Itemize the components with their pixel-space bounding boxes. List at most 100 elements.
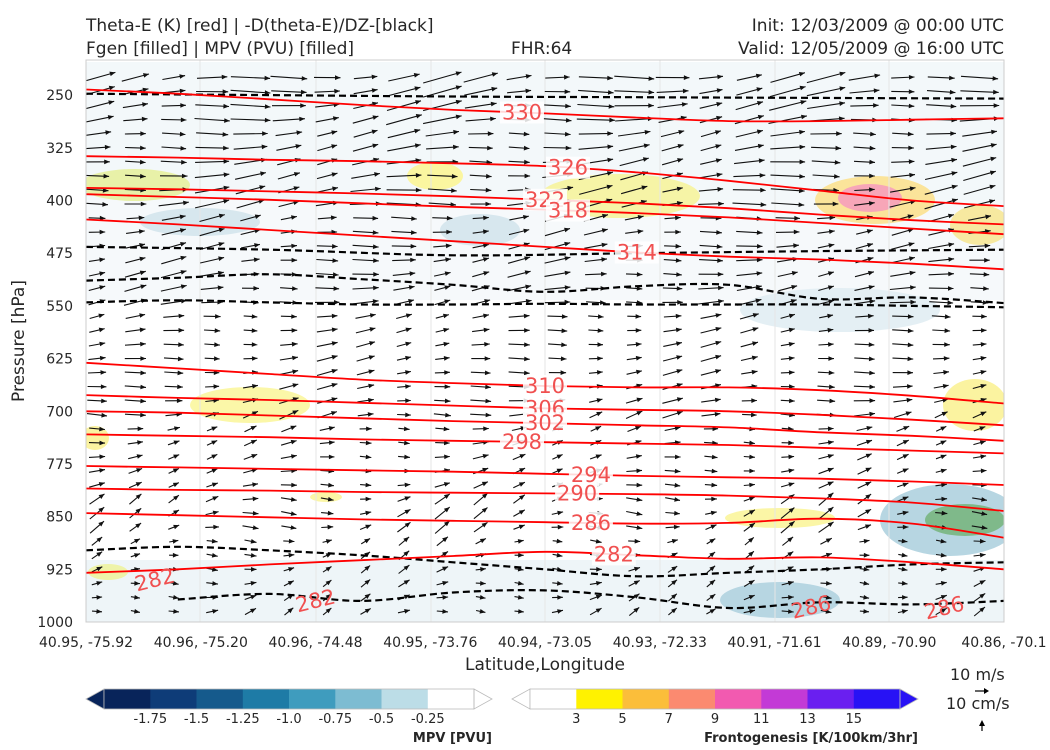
wind-vector [660,130,685,138]
wind-vector [167,440,180,446]
wind-vector [972,342,987,347]
wind-vector [241,286,260,291]
wind-vector [898,595,908,600]
theta-e-contour [86,88,1004,123]
wind-vector [230,117,271,123]
wind-vector [164,384,183,390]
fgen-shade-blob [943,379,1004,431]
wind-vector [700,340,722,348]
wind-vector [614,75,655,81]
colorbar-segment [427,689,475,709]
wind-vector [435,426,450,432]
wind-vector [124,284,147,292]
wind-vector [893,397,913,403]
wind-vector [316,369,338,377]
wind-vector [743,496,756,502]
wind-vector [662,397,683,404]
wind-vector [196,74,228,80]
wind-vector [578,89,614,95]
wind-vector [89,482,105,488]
wind-vector [471,342,490,347]
wind-vector [130,538,141,545]
wind-vector [391,216,417,221]
wind-vector [624,215,644,221]
wind-vector [353,129,378,138]
wind-vector [743,454,755,460]
wind-vector [283,580,295,587]
wind-vector [732,187,766,193]
wind-vector [973,552,986,558]
wind-vector [897,609,908,614]
wind-vector [206,538,218,544]
theta-e-contour-label: 330 [502,101,542,125]
wind-key-horizontal-arrow [975,688,989,694]
wind-vector [472,454,489,460]
wind-vector [698,285,724,291]
fgen-shade-blob [310,492,342,502]
wind-vector [125,173,146,179]
wind-vector [125,243,146,249]
wind-vector [780,370,795,375]
wind-vector [280,454,297,459]
wind-vector [388,73,420,82]
wind-vector [935,454,947,460]
wind-vector [124,131,146,136]
wind-vector [160,159,187,165]
wind-vector [168,581,179,586]
wind-vector [360,565,371,574]
wind-vector [271,103,306,108]
wind-vector [423,71,462,84]
wind-vector [854,328,875,333]
wind-vector [890,270,916,277]
wind-vector [206,581,219,586]
wind-vector [434,520,451,534]
wind-vector [433,271,451,277]
colorbar-segment [576,689,624,709]
y-tick-labels: 250 325 400 475 550 625 700 775 850 925 1000 [37,88,73,631]
wind-vector [126,215,145,221]
wind-vector [662,369,683,376]
wind-vector [472,229,489,235]
wind-vector [206,609,219,614]
colorbar-tick-label: 5 [618,712,626,727]
wind-vector [393,285,415,291]
wind-vector [322,593,332,602]
wind-vector [972,370,987,375]
wind-vector [316,186,339,193]
wind-vector [543,145,572,151]
wind-vector [898,552,908,558]
wind-vector [508,356,530,362]
wind-vector [243,439,258,447]
wind-vector [924,198,958,210]
wind-vector [699,115,723,124]
wind-vector [91,566,103,573]
wind-vector [972,468,987,474]
wind-vector [589,594,602,601]
wind-vector [280,482,297,488]
wind-vector [123,116,148,122]
wind-vector [316,341,338,348]
theta-e-contour [86,218,1004,271]
wind-vector [963,170,996,182]
wind-vector [817,370,835,376]
wind-vector [704,454,718,460]
wind-vector [200,270,224,277]
wind-vector [387,86,421,97]
wind-vector [963,184,996,195]
wind-vector [552,468,563,474]
contour-label-bg [555,482,600,505]
wind-vector [972,411,987,419]
mpv-shade-blob [720,582,840,618]
wind-vector [780,342,795,347]
y-tick-label: 550 [46,299,73,315]
wind-vector [398,454,410,460]
wind-vector [704,496,717,502]
wind-vector [698,187,724,192]
wind-vector [163,328,185,333]
mpv-shade-blob [740,288,940,332]
wind-vector [89,327,105,333]
wind-vector [700,144,722,152]
wind-vector [507,88,532,94]
wind-vector [706,579,716,588]
wind-vector [129,493,142,505]
